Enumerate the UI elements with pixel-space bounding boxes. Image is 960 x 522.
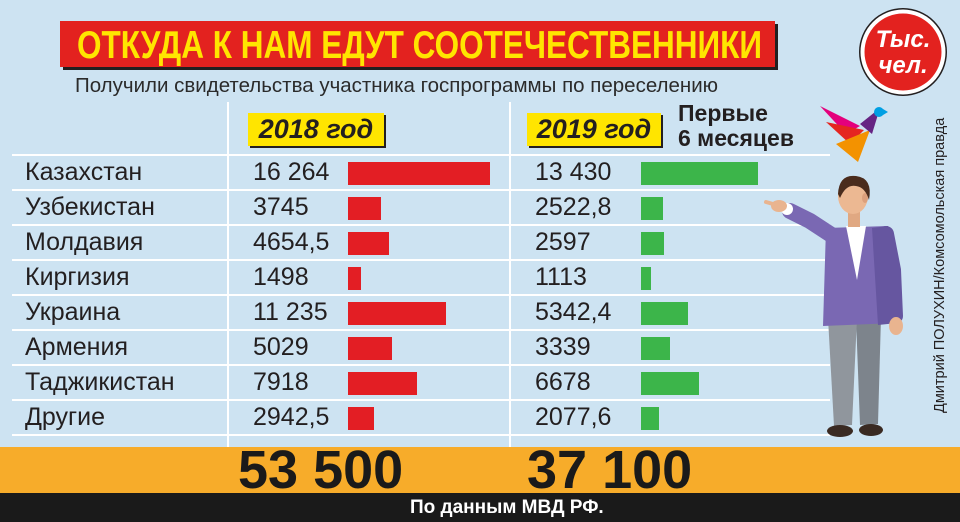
country-label: Таджикистан bbox=[25, 368, 175, 396]
row-gridline bbox=[12, 329, 830, 331]
man-neck bbox=[848, 210, 860, 227]
value-label-2019: 3339 bbox=[535, 333, 591, 361]
bar-2019 bbox=[641, 302, 688, 325]
value-label-2018: 11 235 bbox=[253, 298, 328, 326]
bar-2019 bbox=[641, 232, 664, 255]
value-label-2018: 4654,5 bbox=[253, 228, 330, 256]
total-2018: 53 500 bbox=[238, 440, 404, 500]
table-row: Украина 11 235 5342,4 bbox=[0, 295, 830, 330]
value-label-2019: 13 430 bbox=[535, 158, 612, 186]
bar-2018 bbox=[348, 162, 491, 185]
value-label-2019: 2077,6 bbox=[535, 403, 612, 431]
logo-wing-pink bbox=[820, 106, 860, 134]
value-label-2018: 2942,5 bbox=[253, 403, 330, 431]
value-label-2019: 5342,4 bbox=[535, 298, 612, 326]
logo-tail-orange bbox=[836, 130, 870, 162]
country-label: Киргизия bbox=[25, 263, 130, 291]
value-label-2019: 2597 bbox=[535, 228, 591, 256]
row-gridline bbox=[12, 294, 830, 296]
row-gridline bbox=[12, 364, 830, 366]
man-ear bbox=[862, 193, 868, 203]
man-front-shoe bbox=[827, 425, 853, 437]
value-label-2018: 7918 bbox=[253, 368, 309, 396]
bar-2019 bbox=[641, 267, 651, 290]
logo-head-blue bbox=[874, 107, 884, 117]
value-label-2018: 16 264 bbox=[253, 158, 330, 186]
unit-badge: Тыс. чел. bbox=[859, 8, 947, 96]
man-pointing-finger bbox=[764, 200, 775, 206]
bar-2019 bbox=[641, 372, 700, 395]
source-footer: По данным МВД РФ. bbox=[0, 493, 960, 522]
value-label-2019: 1113 bbox=[535, 263, 587, 291]
man-shirt bbox=[846, 226, 866, 280]
country-label: Молдавия bbox=[25, 228, 144, 256]
bar-2019 bbox=[641, 337, 671, 360]
title-svg: ОТКУДА К НАМ ЕДУТ СООТЕЧЕСТВЕННИКИ bbox=[77, 24, 762, 67]
subtitle: Получили свидетельства участника госпрог… bbox=[75, 74, 719, 97]
bar-2019 bbox=[641, 162, 759, 185]
bar-2018 bbox=[348, 302, 447, 325]
man-hanging-hand bbox=[889, 317, 903, 335]
total-2019: 37 100 bbox=[527, 440, 693, 500]
table-row: Киргизия 1498 1113 bbox=[0, 260, 830, 295]
table-row: Узбекистан 3745 2522,8 bbox=[0, 190, 830, 225]
man-back-shoe bbox=[859, 424, 883, 436]
man-hanging-arm bbox=[878, 226, 903, 324]
bird-logo-icon bbox=[820, 106, 888, 162]
country-label: Украина bbox=[25, 298, 121, 326]
row-gridline bbox=[12, 259, 830, 261]
page-title: ОТКУДА К НАМ ЕДУТ СООТЕЧЕСТВЕННИКИ bbox=[77, 24, 762, 67]
bar-2019 bbox=[641, 197, 663, 220]
unit-line-1: Тыс. bbox=[876, 26, 931, 53]
photo-credit: Дмитрий ПОЛУХИН/Комсомольская правда bbox=[932, 117, 948, 413]
row-gridline bbox=[12, 154, 830, 156]
bar-2018 bbox=[348, 232, 389, 255]
bar-2018 bbox=[348, 267, 362, 290]
bar-2018 bbox=[348, 407, 374, 430]
series-header-2019: 2019 год bbox=[527, 113, 661, 146]
value-label-2019: 2522,8 bbox=[535, 193, 612, 221]
value-label-2018: 1498 bbox=[253, 263, 309, 291]
bar-2018 bbox=[348, 337, 392, 360]
totals-band: 53 500 37 100 bbox=[0, 440, 960, 500]
column-divider bbox=[509, 102, 511, 447]
series-note-line-2: 6 месяцев bbox=[678, 125, 794, 151]
table-row: Армения 5029 3339 bbox=[0, 330, 830, 365]
bar-2018 bbox=[348, 197, 381, 220]
man-pointing-arm bbox=[782, 203, 844, 246]
title-banner: ОТКУДА К НАМ ЕДУТ СООТЕЧЕСТВЕННИКИ bbox=[60, 21, 775, 67]
bar-2018 bbox=[348, 372, 418, 395]
country-label: Другие bbox=[25, 403, 106, 431]
country-label: Казахстан bbox=[25, 158, 143, 186]
country-label: Узбекистан bbox=[25, 193, 155, 221]
row-gridline bbox=[12, 399, 830, 401]
series-header-2018: 2018 год bbox=[248, 113, 384, 146]
value-label-2018: 3745 bbox=[253, 193, 309, 221]
unit-line-2: чел. bbox=[878, 52, 927, 79]
country-label: Армения bbox=[25, 333, 128, 361]
logo-beak bbox=[883, 109, 888, 115]
table-row: Другие 2942,5 2077,6 bbox=[0, 400, 830, 435]
source-label: По данным МВД РФ. bbox=[410, 497, 604, 518]
badge-fill bbox=[864, 13, 942, 91]
table-row: Молдавия 4654,5 2597 bbox=[0, 225, 830, 260]
man-hair bbox=[838, 175, 870, 200]
table-row: Казахстан 16 264 13 430 bbox=[0, 155, 830, 190]
column-divider bbox=[227, 102, 229, 447]
value-label-2018: 5029 bbox=[253, 333, 309, 361]
bar-2019 bbox=[641, 407, 660, 430]
row-gridline bbox=[12, 434, 830, 436]
pointing-man-illustration bbox=[764, 175, 903, 437]
table-row: Таджикистан 7918 6678 bbox=[0, 365, 830, 400]
row-gridline bbox=[12, 189, 830, 191]
row-gridline bbox=[12, 224, 830, 226]
man-back-leg bbox=[856, 316, 881, 425]
value-label-2019: 6678 bbox=[535, 368, 591, 396]
man-pointing-hand bbox=[771, 200, 787, 212]
series-note-line-1: Первые bbox=[678, 100, 768, 126]
man-front-leg bbox=[828, 318, 857, 426]
